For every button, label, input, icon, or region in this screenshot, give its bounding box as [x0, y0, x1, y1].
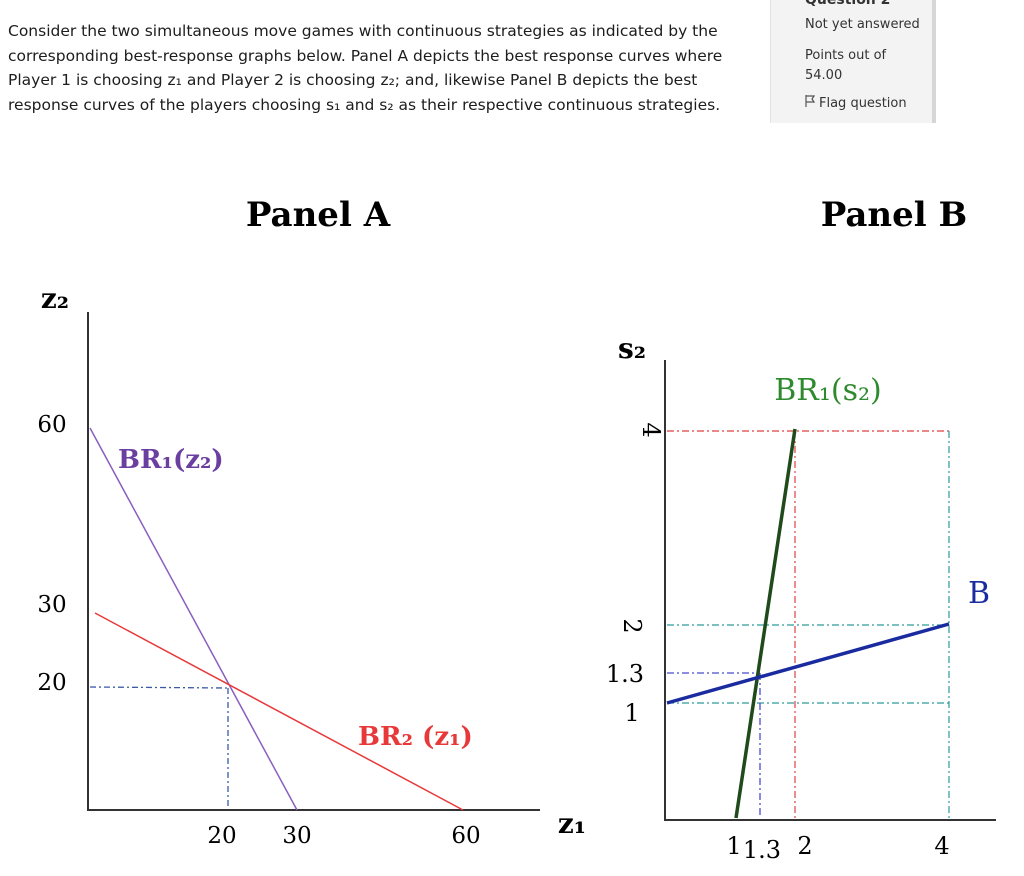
- flag-icon: [805, 95, 816, 111]
- points-label: Points out of: [805, 48, 887, 63]
- question-text: Consider the two simultaneous move games…: [8, 22, 723, 114]
- panel-b-x-tick: 1.3: [743, 836, 781, 864]
- panel-a-x-tick: 20: [207, 823, 236, 849]
- br2-s1-label-partial: B: [968, 576, 990, 611]
- br1-z2-label: BR₁(z₂): [118, 445, 224, 475]
- panel-a-y-tick: 60: [37, 412, 66, 438]
- br2-z1-line: [94, 612, 464, 811]
- br1-z2-line: [89, 427, 298, 811]
- question-info-panel: Question 2 Not yet answered Points out o…: [770, 0, 936, 123]
- points-info: Points out of 54.00: [805, 46, 886, 86]
- br1-s2-label: BR₁(s₂): [774, 373, 882, 408]
- panel-a-y-tick: 30: [37, 592, 66, 618]
- points-value: 54.00: [805, 68, 843, 83]
- panel-a-x-tick: 30: [282, 823, 311, 849]
- panel-b-y-tick: 1: [624, 699, 639, 727]
- panel-b-y-axis-label: s₂: [618, 332, 646, 365]
- panel-b: Panel B s₂ 4 2 1.3 1 1 1.3 2 4 BR₁(s₂) B: [606, 195, 996, 864]
- panel-b-x-tick: 2: [797, 832, 812, 860]
- br2-s1-line: [666, 622, 950, 705]
- panel-a-x-tick: 60: [451, 823, 480, 849]
- panel-b-x-tick: 1: [726, 832, 741, 860]
- panel-a-x-axis-label: z₁: [558, 807, 586, 840]
- panel-b-y-tick: 4: [637, 422, 665, 437]
- equilibrium-guide-horizontal: [89, 686, 229, 689]
- panel-a-title: Panel A: [246, 195, 391, 235]
- panel-b-title: Panel B: [821, 195, 968, 235]
- panel-b-y-tick: 2: [618, 618, 646, 633]
- flag-question-label: Flag question: [819, 96, 907, 111]
- flag-question-button[interactable]: Flag question: [805, 95, 907, 111]
- question-number: Question 2: [805, 0, 891, 8]
- panel-a-y-tick: 20: [37, 670, 66, 696]
- br1-s2-line: [734, 428, 797, 819]
- panel-b-x-tick: 4: [934, 832, 949, 860]
- panel-a-y-axis-label: z₂: [41, 282, 69, 315]
- panel-b-y-tick: 1.3: [606, 660, 644, 688]
- br2-z1-label: BR₂ (z₁): [358, 722, 473, 752]
- panel-a: Panel A z₂ z₁ 60 30 20 20 30 60 BR₁(z₂) …: [37, 195, 586, 849]
- best-response-figure: Panel A z₂ z₁ 60 30 20 20 30 60 BR₁(z₂) …: [37, 195, 996, 864]
- answer-status: Not yet answered: [805, 17, 920, 32]
